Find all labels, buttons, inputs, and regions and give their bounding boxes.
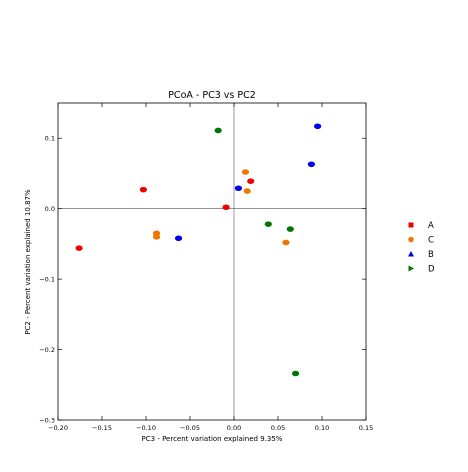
point-series-d [214,127,222,134]
plot-frame [57,102,367,421]
x-tick-label: −0.10 [136,424,156,432]
legend-label-b: B [428,250,434,260]
x-tick-label: 0.10 [315,424,329,432]
point-series-b [307,161,316,168]
point-series-c [243,188,251,194]
data-points [75,123,322,377]
x-axis-label: PC3 - Percent variation explained 9.35% [142,435,283,443]
x-tick-label: −0.05 [180,424,200,432]
point-series-b [234,185,242,192]
y-tick-label: −0.2 [39,346,55,354]
y-tick-label: −0.1 [39,276,55,284]
y-axis-ticks: −0.3 −0.2 −0.1 0.0 0.1 [39,135,366,425]
point-series-a [75,245,83,251]
point-series-d [264,221,272,227]
point-series-b [174,235,183,242]
point-series-d [286,226,294,232]
point-series-c [282,239,290,246]
y-tick-label: 0.1 [45,135,55,143]
legend-marker-b [408,251,414,257]
point-series-a [247,178,255,184]
plot-area: −0.20 −0.15 −0.10 −0.05 0.00 0.05 0.10 0.15 −0.… [39,102,373,432]
y-tick-label: 0.0 [45,205,55,213]
point-series-a [222,204,230,211]
legend-label-c: C [428,236,434,246]
x-tick-label: −0.20 [48,424,68,432]
point-series-d [292,370,300,377]
point-series-b [314,123,322,130]
chart-title: PCoA - PC3 vs PC2 [168,90,256,101]
point-series-c [152,234,161,240]
x-tick-label: 0.00 [227,424,241,432]
legend-marker-c [408,236,414,243]
y-axis-label: PC2 - Percent variation explained 10.87% [24,189,32,335]
x-tick-label: 0.15 [359,424,373,432]
legend-marker-a [408,222,414,228]
point-series-c [241,169,250,175]
legend-label-a: A [428,221,434,231]
x-tick-label: −0.15 [92,424,112,432]
point-series-a [139,186,147,193]
y-tick-label: −0.3 [39,417,55,425]
x-axis-ticks: −0.20 −0.15 −0.10 −0.05 0.00 0.05 0.10 0.15 [48,103,373,432]
legend-marker-d [408,265,414,272]
reference-lines [58,103,366,420]
legend-label-d: D [428,265,435,275]
x-tick-label: 0.05 [271,424,285,432]
